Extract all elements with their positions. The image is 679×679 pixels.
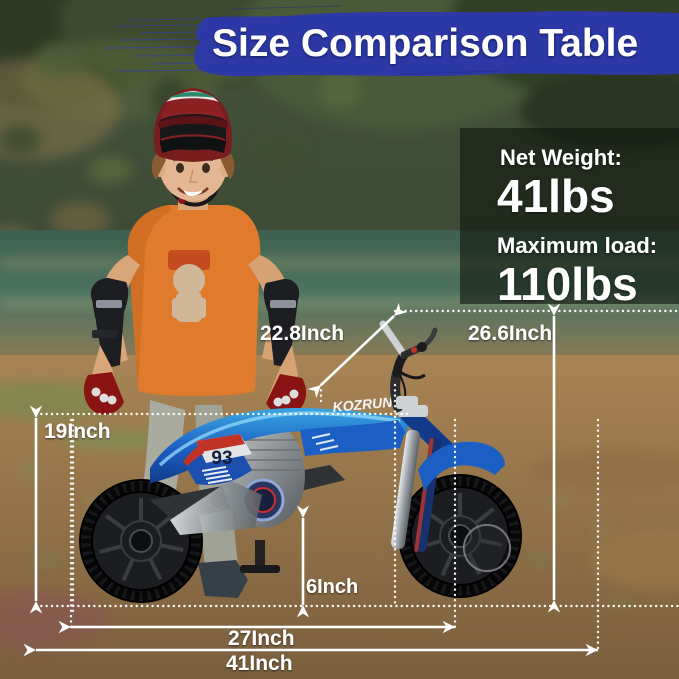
svg-text:19Inch: 19Inch [44,420,111,443]
svg-text:22.8Inch: 22.8Inch [260,322,344,345]
svg-text:41Inch: 41Inch [226,652,293,675]
svg-text:26.6Inch: 26.6Inch [468,322,552,345]
svg-text:6Inch: 6Inch [306,576,358,598]
svg-text:27Inch: 27Inch [228,627,295,650]
